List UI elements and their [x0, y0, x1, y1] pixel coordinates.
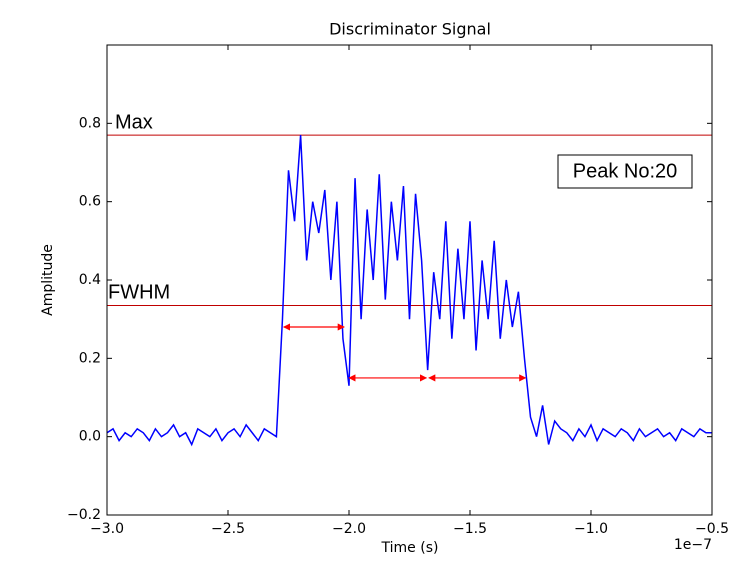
x-tick-label: −1.0 [574, 521, 608, 537]
y-tick-label: 0.0 [79, 429, 101, 445]
annotation-box [557, 154, 693, 189]
x-offset-label: 1e−7 [674, 537, 712, 553]
reference-label: FWHM [108, 282, 170, 304]
x-tick-label: −1.5 [453, 521, 487, 537]
x-tick-label: −2.5 [211, 521, 245, 537]
annotation: Peak No:20 [573, 160, 678, 182]
y-tick-label: −0.2 [67, 507, 101, 523]
y-tick-label: 0.4 [79, 272, 101, 288]
chart-title: Discriminator Signal [329, 20, 491, 39]
y-axis-label: Amplitude [40, 244, 56, 316]
x-tick-label: −0.5 [695, 521, 729, 537]
x-tick-label: −3.0 [90, 521, 124, 537]
y-tick-label: 0.2 [79, 350, 101, 366]
y-tick-label: 0.8 [79, 115, 101, 131]
series-line [106, 135, 712, 447]
x-axis-label: Time (s) [381, 540, 439, 556]
y-tick-label: 0.6 [79, 194, 101, 210]
reference-label: Max [115, 111, 153, 133]
plot-frame [106, 44, 713, 516]
x-tick-label: −2.0 [332, 521, 366, 537]
